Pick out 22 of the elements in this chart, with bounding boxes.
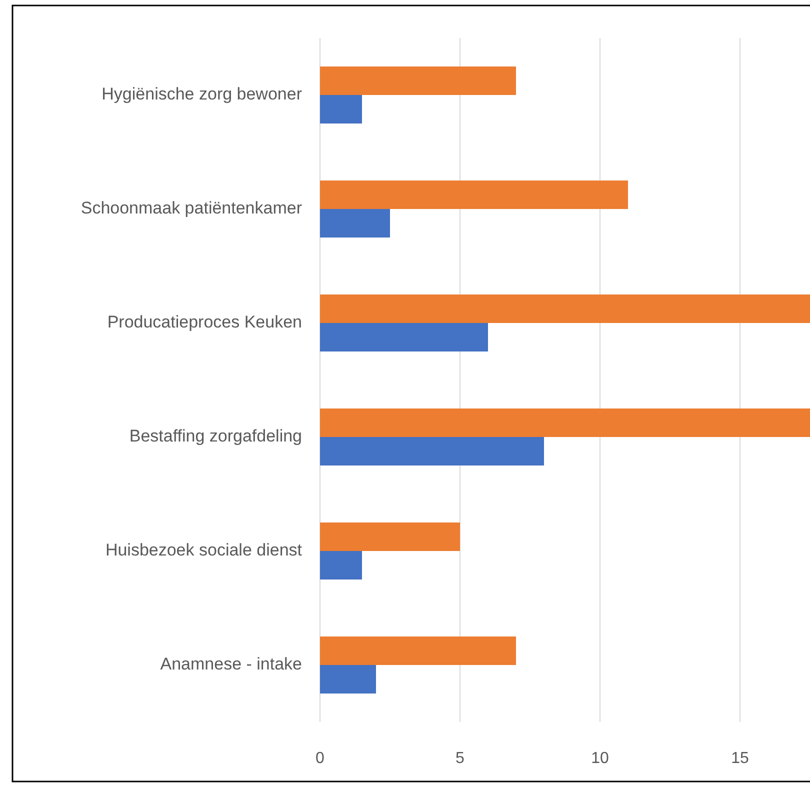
y-tick-label: Schoonmaak patiëntenkamer bbox=[80, 198, 302, 218]
bar bbox=[320, 66, 516, 95]
bar bbox=[320, 323, 488, 352]
bar bbox=[320, 95, 362, 124]
y-tick-label: Bestaffing zorgafdeling bbox=[129, 426, 302, 446]
y-tick-label: Huisbezoek sociale dienst bbox=[105, 540, 302, 560]
y-tick-label: Producatieproces Keuken bbox=[107, 312, 302, 332]
bar bbox=[320, 522, 460, 551]
bar bbox=[320, 551, 362, 580]
x-tick-label: 5 bbox=[456, 750, 465, 767]
x-tick-label: 10 bbox=[591, 750, 609, 767]
bar bbox=[320, 294, 810, 323]
bar bbox=[320, 209, 390, 238]
bar bbox=[320, 636, 516, 665]
bar bbox=[320, 180, 628, 209]
y-tick-label: Hygiënische zorg bewoner bbox=[102, 84, 302, 104]
x-tick-label: 0 bbox=[316, 750, 325, 767]
y-tick-label: Anamnese - intake bbox=[160, 654, 302, 674]
bar bbox=[320, 665, 376, 694]
bar bbox=[320, 408, 810, 437]
x-tick-label: 15 bbox=[731, 750, 749, 767]
bar bbox=[320, 437, 544, 466]
